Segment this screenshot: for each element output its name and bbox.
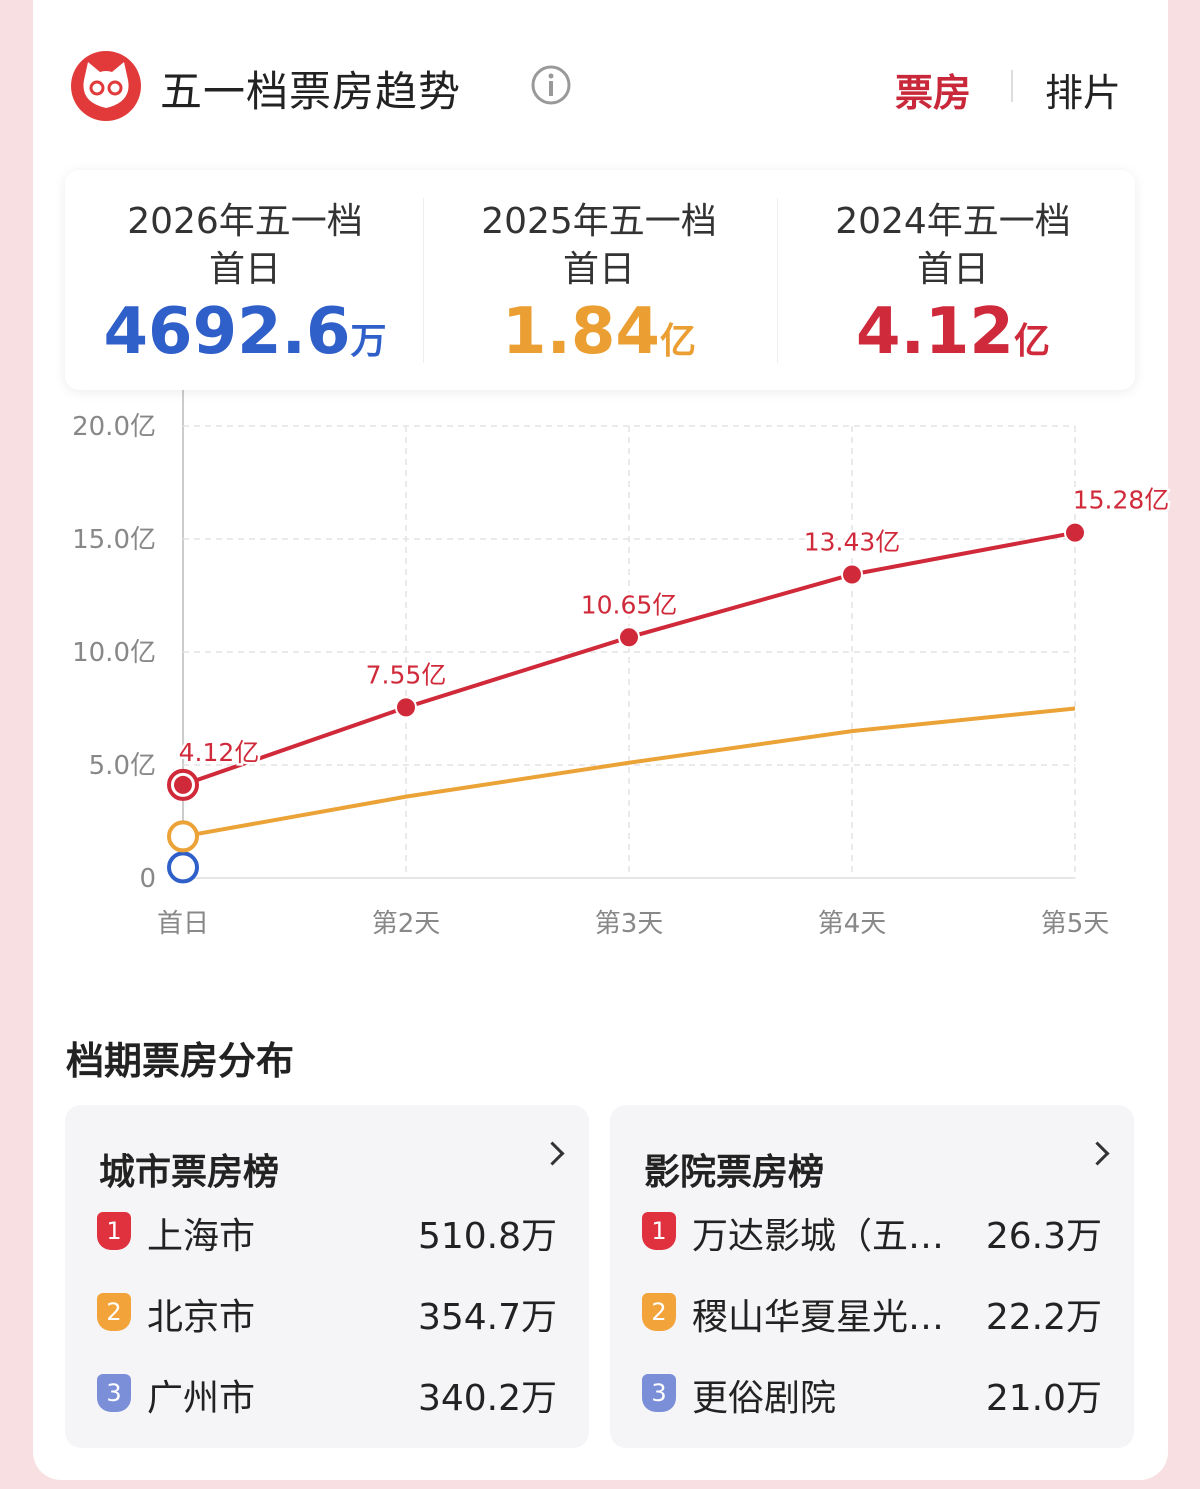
y-tick-label: 20.0亿 bbox=[72, 412, 156, 442]
chevron[interactable] bbox=[1085, 1141, 1110, 1166]
ranking-panel[interactable]: 影院票房榜 1 万达影城（五… 26.3万 2 稷山华夏星光… 22.2万 3 … bbox=[610, 1105, 1134, 1448]
summary-item: 2026年五一档 首日 4692.6万 bbox=[67, 170, 423, 390]
chevron[interactable] bbox=[540, 1141, 565, 1166]
summary-sub: 首日 bbox=[916, 249, 989, 290]
data-label: 7.55亿 bbox=[366, 660, 447, 689]
rank-badge: 3 bbox=[642, 1374, 676, 1412]
rank-name: 更俗剧院 bbox=[692, 1378, 837, 1419]
unit: 亿 bbox=[1013, 321, 1050, 362]
x-tick-label: 首日 bbox=[157, 909, 209, 939]
series-line bbox=[182, 706, 1076, 839]
rank-badge: 2 bbox=[642, 1293, 676, 1331]
info-icon[interactable] bbox=[530, 64, 572, 106]
summary-sub: 首日 bbox=[562, 249, 635, 290]
x-tick-label: 第2天 bbox=[372, 909, 441, 939]
summary-sub: 首日 bbox=[208, 249, 281, 290]
panel-title: 城市票房榜 bbox=[99, 1152, 280, 1193]
rank-name: 北京市 bbox=[147, 1297, 256, 1338]
y-tick-label: 15.0亿 bbox=[72, 525, 156, 555]
rank-value: 22.2万 bbox=[985, 1297, 1102, 1338]
tab-boxoffice[interactable]: 票房 bbox=[895, 71, 972, 115]
divider bbox=[423, 198, 424, 363]
unit: 亿 bbox=[659, 321, 696, 362]
rank-value: 354.7万 bbox=[417, 1297, 557, 1338]
value: 4.12 bbox=[856, 295, 1014, 369]
divider bbox=[777, 198, 778, 363]
ranking-row[interactable]: 2 稷山华夏星光… 22.2万 bbox=[642, 1288, 1102, 1338]
value: 4692.6 bbox=[103, 295, 351, 369]
summary-value: 4692.6万 bbox=[67, 294, 423, 380]
point-highlight bbox=[167, 820, 199, 853]
tab-separator bbox=[1011, 70, 1013, 102]
rank-value: 21.0万 bbox=[985, 1378, 1102, 1419]
rank-name: 稷山华夏星光… bbox=[692, 1297, 945, 1338]
ranking-row[interactable]: 1 上海市 510.8万 bbox=[97, 1207, 557, 1257]
point bbox=[841, 563, 863, 586]
point bbox=[395, 696, 417, 719]
point bbox=[618, 626, 640, 649]
rank-value: 26.3万 bbox=[985, 1216, 1102, 1257]
y-tick-label: 5.0亿 bbox=[89, 751, 156, 781]
summary-value: 1.84亿 bbox=[421, 294, 777, 380]
data-label: 15.28亿 bbox=[1073, 486, 1170, 515]
logo bbox=[71, 51, 141, 121]
ranking-row[interactable]: 1 万达影城（五… 26.3万 bbox=[642, 1207, 1102, 1257]
tab-schedule[interactable]: 排片 bbox=[1045, 71, 1122, 115]
rank-badge: 1 bbox=[97, 1212, 131, 1250]
ranking-panel[interactable]: 城市票房榜 1 上海市 510.8万 2 北京市 354.7万 3 广州市 34… bbox=[65, 1105, 589, 1448]
rank-name: 广州市 bbox=[147, 1378, 256, 1419]
rank-badge: 2 bbox=[97, 1293, 131, 1331]
ranking-row[interactable]: 2 北京市 354.7万 bbox=[97, 1288, 557, 1338]
y-tick-label: 0 bbox=[139, 864, 156, 894]
ranking-row[interactable]: 3 更俗剧院 21.0万 bbox=[642, 1369, 1102, 1419]
rank-value: 510.8万 bbox=[417, 1216, 557, 1257]
summary-label: 2024年五一档 bbox=[835, 201, 1071, 242]
rank-name: 上海市 bbox=[147, 1216, 256, 1257]
summary-item: 2025年五一档 首日 1.84亿 bbox=[421, 170, 777, 390]
rank-name: 万达影城（五… bbox=[692, 1216, 945, 1257]
x-tick-label: 第3天 bbox=[595, 909, 664, 939]
summary-value: 4.12亿 bbox=[775, 294, 1131, 380]
unit: 万 bbox=[350, 321, 387, 362]
data-label: 4.12亿 bbox=[179, 738, 260, 767]
y-tick-label: 10.0亿 bbox=[72, 638, 156, 668]
x-tick-label: 第5天 bbox=[1041, 909, 1110, 939]
data-label: 13.43亿 bbox=[804, 527, 901, 556]
summary-item: 2024年五一档 首日 4.12亿 bbox=[775, 170, 1131, 390]
page-title: 五一档票房趋势 bbox=[160, 67, 462, 116]
rank-badge: 3 bbox=[97, 1374, 131, 1412]
panel-title: 影院票房榜 bbox=[644, 1152, 825, 1193]
point-core bbox=[174, 775, 192, 794]
ranking-row[interactable]: 3 广州市 340.2万 bbox=[97, 1369, 557, 1419]
data-label: 10.65亿 bbox=[581, 590, 678, 619]
summary-label: 2026年五一档 bbox=[127, 201, 363, 242]
point-highlight bbox=[167, 851, 199, 884]
rank-badge: 1 bbox=[642, 1212, 676, 1250]
summary-label: 2025年五一档 bbox=[481, 201, 717, 242]
rank-value: 340.2万 bbox=[417, 1378, 557, 1419]
x-tick-label: 第4天 bbox=[818, 909, 887, 939]
point bbox=[1064, 521, 1086, 544]
value: 1.84 bbox=[502, 295, 660, 369]
summary: 2026年五一档 首日 4692.6万 2025年五一档 首日 1.84亿 20… bbox=[65, 170, 1135, 390]
section-title: 档期票房分布 bbox=[66, 1039, 295, 1083]
